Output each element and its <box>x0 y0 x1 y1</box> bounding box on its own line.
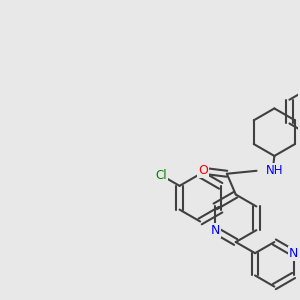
Text: O: O <box>198 164 208 177</box>
Text: N: N <box>211 224 220 237</box>
Text: Cl: Cl <box>156 169 167 182</box>
Text: N: N <box>289 247 298 260</box>
Text: NH: NH <box>266 164 283 177</box>
